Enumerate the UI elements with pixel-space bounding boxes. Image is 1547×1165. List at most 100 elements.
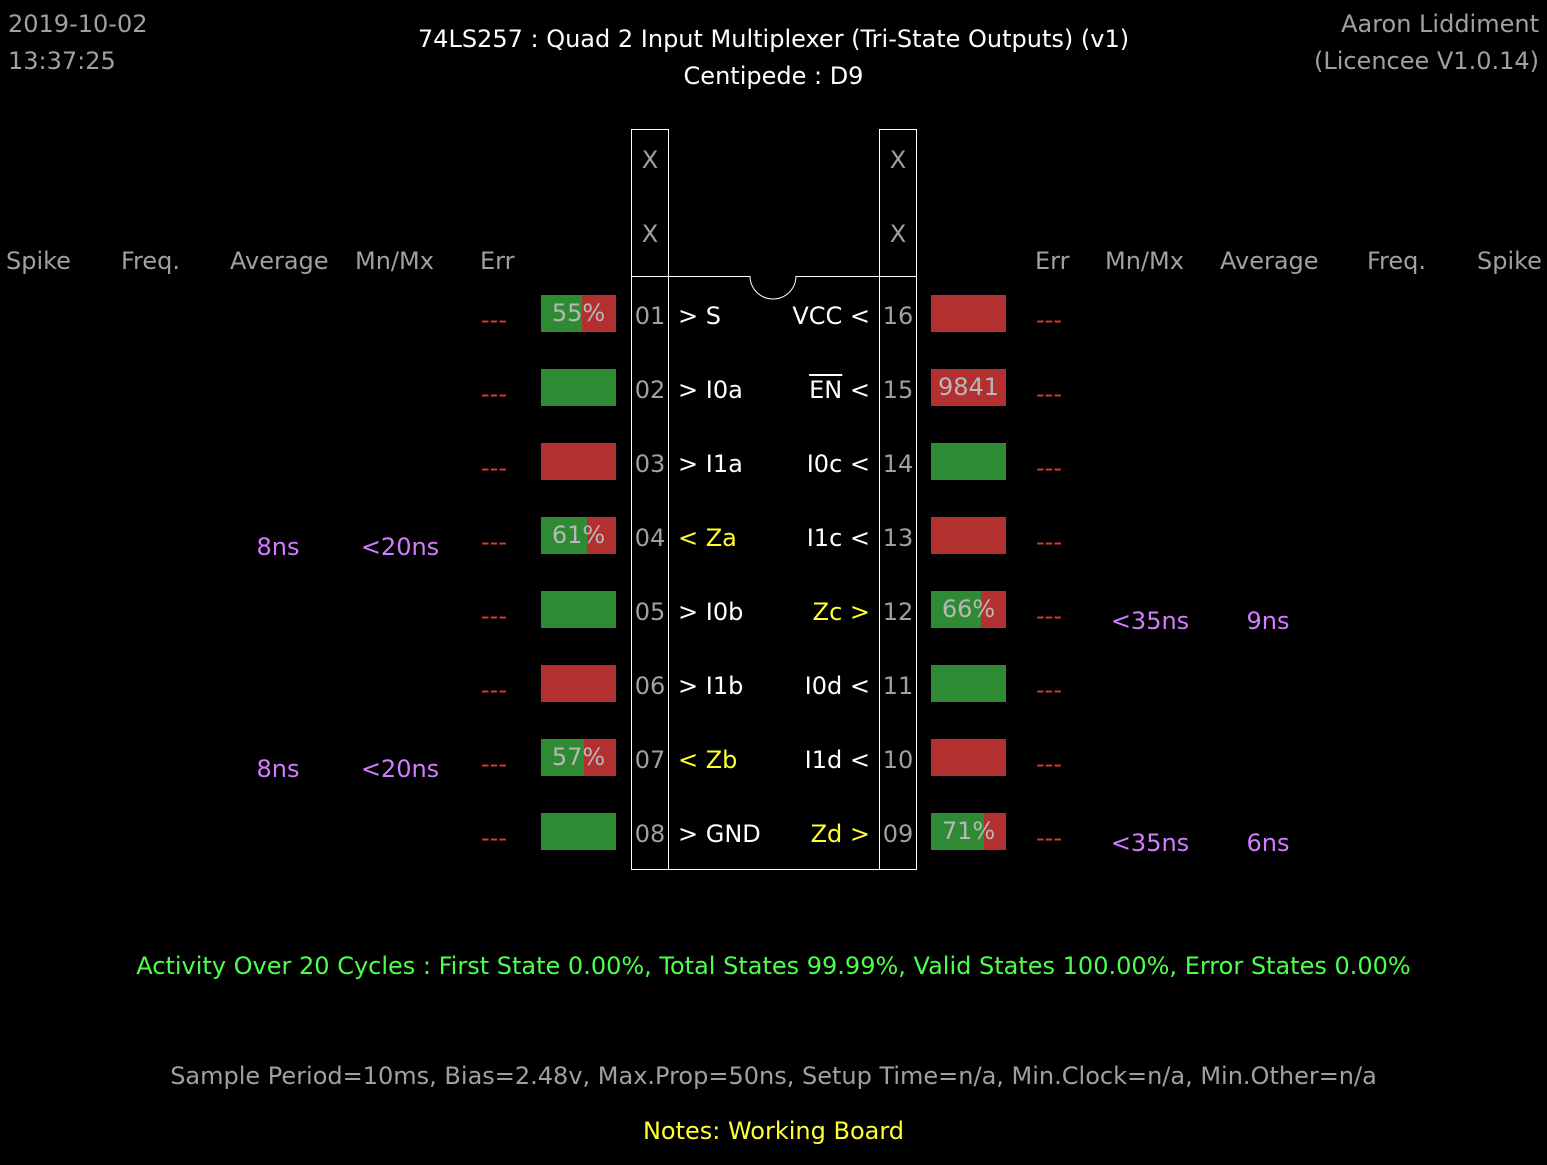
notes-label: Notes: Working Board (642, 1117, 905, 1145)
right-state-bar: 71% (931, 813, 1006, 850)
left-err-value: --- (481, 528, 507, 556)
right-err-value: --- (1036, 676, 1062, 704)
enable-suffix: < (842, 376, 870, 404)
right-header-spike: Spike (1477, 247, 1542, 275)
right-pin-number: 15 (882, 376, 914, 404)
right-pin-number: 13 (882, 524, 914, 552)
left-err-value: --- (481, 602, 507, 630)
date-label: 2019-10-02 (8, 10, 148, 38)
right-state-bar: 9841 (931, 369, 1006, 406)
right-state-bar-label (931, 739, 1006, 776)
left-state-bar (541, 813, 616, 850)
right-pin-label: Zd > (810, 820, 870, 848)
right-state-bar (931, 739, 1006, 776)
left-err-value: --- (481, 676, 507, 704)
left-pin-number: 03 (634, 450, 666, 478)
right-state-bar (931, 295, 1006, 332)
right-pin-label: I1c < (806, 524, 870, 552)
top-left-x1: X (641, 146, 659, 174)
time-label: 13:37:25 (8, 47, 116, 75)
right-err-value: --- (1036, 380, 1062, 408)
right-state-bar-label (931, 295, 1006, 332)
left-pin-label: > I0b (678, 598, 744, 626)
right-average-value: 9ns (1246, 607, 1290, 635)
left-state-bar: 57% (541, 739, 616, 776)
left-header-err: Err (480, 247, 515, 275)
enable-bar-label: EN (809, 376, 843, 404)
right-state-bar: 66% (931, 591, 1006, 628)
left-state-bar-label (541, 443, 616, 480)
right-state-bar-label: 71% (941, 817, 996, 845)
page-title: 74LS257 : Quad 2 Input Multiplexer (Tri-… (417, 25, 1130, 53)
right-state-bar (931, 517, 1006, 554)
top-left-x2: X (641, 220, 659, 248)
left-pin-number: 08 (634, 820, 666, 848)
right-err-value: --- (1036, 750, 1062, 778)
author-label: Aaron Liddiment (1341, 10, 1539, 38)
left-pin-label: > I1a (678, 450, 743, 478)
activity-summary: Activity Over 20 Cycles : First State 0.… (136, 952, 1411, 980)
right-pin-number: 10 (882, 746, 914, 774)
left-err-value: --- (481, 306, 507, 334)
left-state-bar-label (541, 369, 616, 406)
right-err-value: --- (1036, 306, 1062, 334)
left-average-value: 8ns (256, 755, 300, 783)
sample-parameters: Sample Period=10ms, Bias=2.48v, Max.Prop… (170, 1062, 1377, 1090)
left-pin-number: 01 (634, 302, 666, 330)
left-err-value: --- (481, 380, 507, 408)
left-state-bar (541, 591, 616, 628)
right-mnmx-value: <35ns (1110, 607, 1190, 635)
right-state-bar (931, 443, 1006, 480)
right-state-bar-label (931, 665, 1006, 702)
right-state-bar-label: 66% (941, 595, 996, 623)
right-header-mnmx: Mn/Mx (1105, 247, 1184, 275)
right-pin-number: 16 (882, 302, 914, 330)
page-subtitle: Centipede : D9 (683, 62, 864, 90)
right-pin-label: I0c < (806, 450, 870, 478)
right-pin-number: 14 (882, 450, 914, 478)
left-state-bar-label (541, 591, 616, 628)
left-state-bar (541, 665, 616, 702)
left-state-bar: 61% (541, 517, 616, 554)
left-pin-label: > I0a (678, 376, 743, 404)
left-state-bar-label (541, 813, 616, 850)
right-header-err: Err (1035, 247, 1070, 275)
left-header-average: Average (230, 247, 329, 275)
right-pin-label: I0d < (804, 672, 870, 700)
left-state-bar (541, 443, 616, 480)
right-pin-label: Zc > (812, 598, 870, 626)
right-state-bar-label (931, 517, 1006, 554)
right-mnmx-value: <35ns (1110, 829, 1190, 857)
right-header-average: Average (1220, 247, 1319, 275)
right-average-value: 6ns (1246, 829, 1290, 857)
right-pin-label: I1d < (804, 746, 870, 774)
left-pin-label: > GND (678, 820, 761, 848)
left-state-bar-label: 55% (551, 299, 606, 327)
left-pin-label: > S (678, 302, 721, 330)
left-pin-label: < Zb (678, 746, 738, 774)
left-pin-number: 05 (634, 598, 666, 626)
right-err-value: --- (1036, 824, 1062, 852)
left-state-bar-label: 61% (551, 521, 606, 549)
chip-notch-icon (749, 276, 797, 300)
left-state-bar-label (541, 665, 616, 702)
top-right-x2: X (889, 220, 907, 248)
left-state-bar (541, 369, 616, 406)
right-pin-label: VCC < (792, 302, 870, 330)
right-pin-number: 12 (882, 598, 914, 626)
left-err-value: --- (481, 750, 507, 778)
left-pin-number: 06 (634, 672, 666, 700)
left-pin-label: > I1b (678, 672, 744, 700)
right-state-bar-label (931, 443, 1006, 480)
left-state-bar: 55% (541, 295, 616, 332)
right-err-value: --- (1036, 454, 1062, 482)
left-pin-label: < Za (678, 524, 737, 552)
right-state-bar (931, 665, 1006, 702)
right-pin-number: 09 (882, 820, 914, 848)
left-pin-number: 07 (634, 746, 666, 774)
left-err-value: --- (481, 824, 507, 852)
right-err-value: --- (1036, 602, 1062, 630)
left-pin-number: 02 (634, 376, 666, 404)
left-err-value: --- (481, 454, 507, 482)
left-header-freq: Freq. (121, 247, 181, 275)
